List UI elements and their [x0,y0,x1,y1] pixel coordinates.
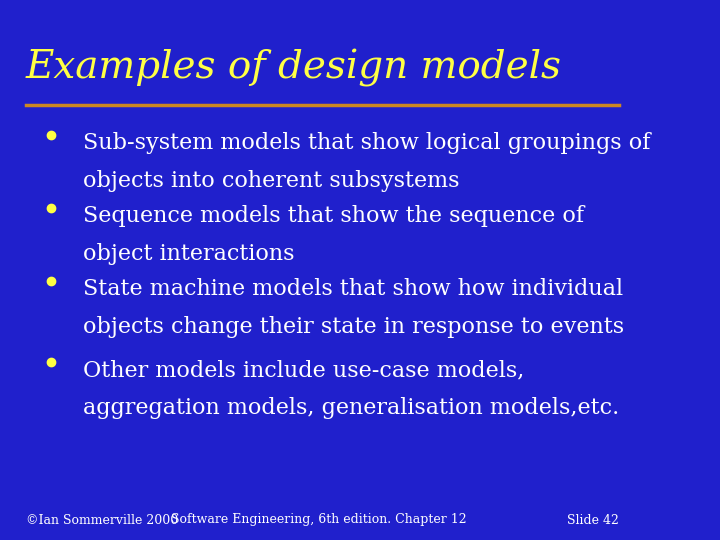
Text: Examples of design models: Examples of design models [25,49,562,86]
Text: objects change their state in response to events: objects change their state in response t… [83,316,624,338]
Text: object interactions: object interactions [83,243,294,265]
Text: ©Ian Sommerville 2000: ©Ian Sommerville 2000 [25,514,178,526]
Text: Other models include use-case models,: Other models include use-case models, [83,359,524,381]
Text: Sequence models that show the sequence of: Sequence models that show the sequence o… [83,205,584,227]
Text: objects into coherent subsystems: objects into coherent subsystems [83,170,459,192]
Text: Slide 42: Slide 42 [567,514,619,526]
Text: aggregation models, generalisation models,etc.: aggregation models, generalisation model… [83,397,619,419]
Text: Sub-system models that show logical groupings of: Sub-system models that show logical grou… [83,132,650,154]
Text: State machine models that show how individual: State machine models that show how indiv… [83,278,623,300]
Text: Software Engineering, 6th edition. Chapter 12: Software Engineering, 6th edition. Chapt… [171,514,467,526]
